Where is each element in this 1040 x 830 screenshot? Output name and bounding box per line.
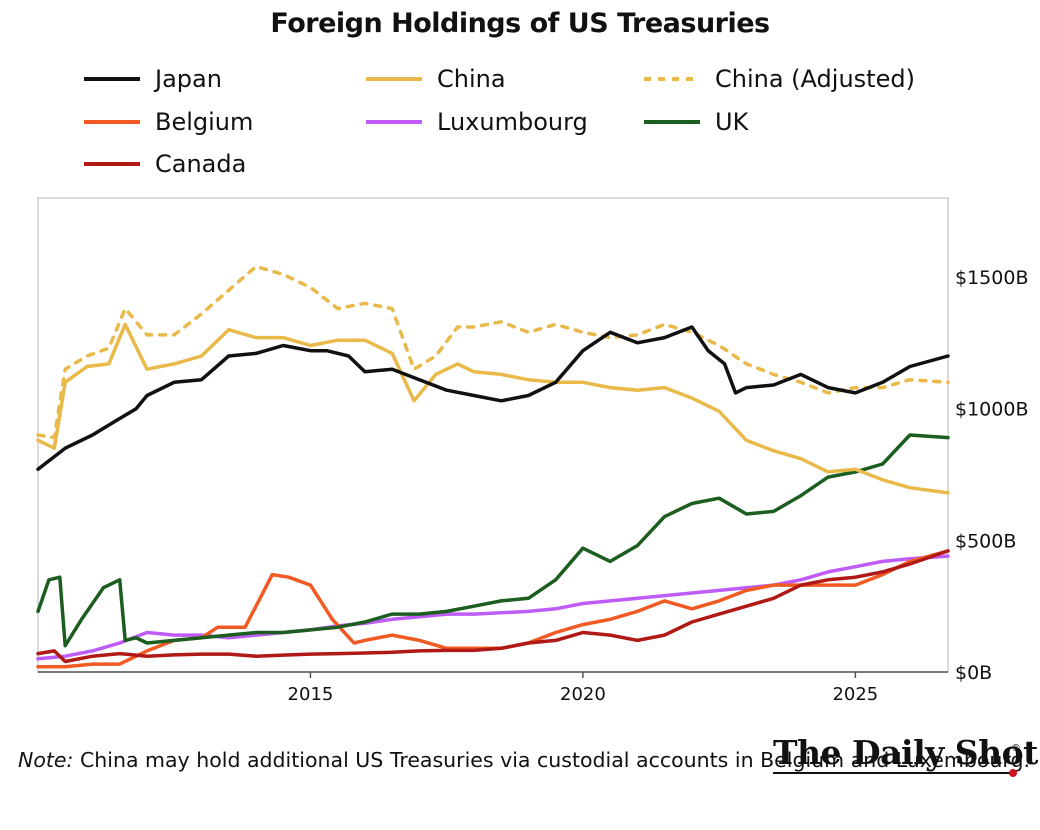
legend-item-china-adjusted: China (Adjusted) xyxy=(642,64,915,94)
legend-label: Japan xyxy=(155,65,222,93)
legend-swatch xyxy=(84,120,140,124)
legend-label: China (Adjusted) xyxy=(715,65,915,93)
series-line-luxumbourg xyxy=(36,554,950,661)
legend-swatch xyxy=(644,77,700,81)
legend-item-japan: Japan xyxy=(82,64,222,94)
legend-item-canada: Canada xyxy=(82,149,246,179)
footnote: Note: China may hold additional US Treas… xyxy=(18,740,1030,781)
legend-item-uk: UK xyxy=(642,107,748,137)
legend-label: UK xyxy=(715,108,749,136)
brand-registered-mark: ® xyxy=(1011,743,1021,754)
chart-plot: 2015 2020 2025 $0B $500B $1000B $1500B xyxy=(36,197,1028,705)
legend-item-luxumbourg: Luxumbourg xyxy=(364,107,588,137)
legend-swatch xyxy=(84,162,140,166)
legend-swatch xyxy=(366,120,422,124)
series-line-uk xyxy=(36,433,950,648)
legend-item-belgium: Belgium xyxy=(82,107,253,137)
chart-title: Foreign Holdings of US Treasuries xyxy=(270,8,770,39)
y-tick-label: $0B xyxy=(955,662,992,684)
legend-swatch xyxy=(366,77,422,81)
note-label: Note: xyxy=(18,748,74,772)
brand-logo: The Daily Shot xyxy=(773,733,1038,772)
series-line-canada xyxy=(36,549,950,664)
brand-underline xyxy=(773,772,1013,774)
legend-label: Canada xyxy=(155,150,247,178)
series-line-china-adjusted xyxy=(36,264,950,440)
y-tick-label: $1000B xyxy=(955,399,1028,421)
x-tick-label: 2025 xyxy=(832,684,878,705)
x-tick-label: 2020 xyxy=(560,684,606,705)
y-tick-label: $500B xyxy=(955,530,1016,552)
note-text: China may hold additional US Treasuries … xyxy=(73,748,1031,772)
y-tick-label: $1500B xyxy=(955,267,1028,289)
series-line-japan xyxy=(36,325,950,471)
series-line-china xyxy=(36,322,950,495)
legend-label: Belgium xyxy=(155,108,254,136)
brand-dot xyxy=(1009,769,1017,777)
legend-swatch xyxy=(84,77,140,81)
legend-item-china: China xyxy=(364,64,506,94)
x-tick-label: 2015 xyxy=(288,684,334,705)
plot-frame xyxy=(37,197,949,673)
legend-label: Luxumbourg xyxy=(437,108,588,136)
legend-label: China xyxy=(437,65,506,93)
legend-swatch xyxy=(644,120,700,124)
